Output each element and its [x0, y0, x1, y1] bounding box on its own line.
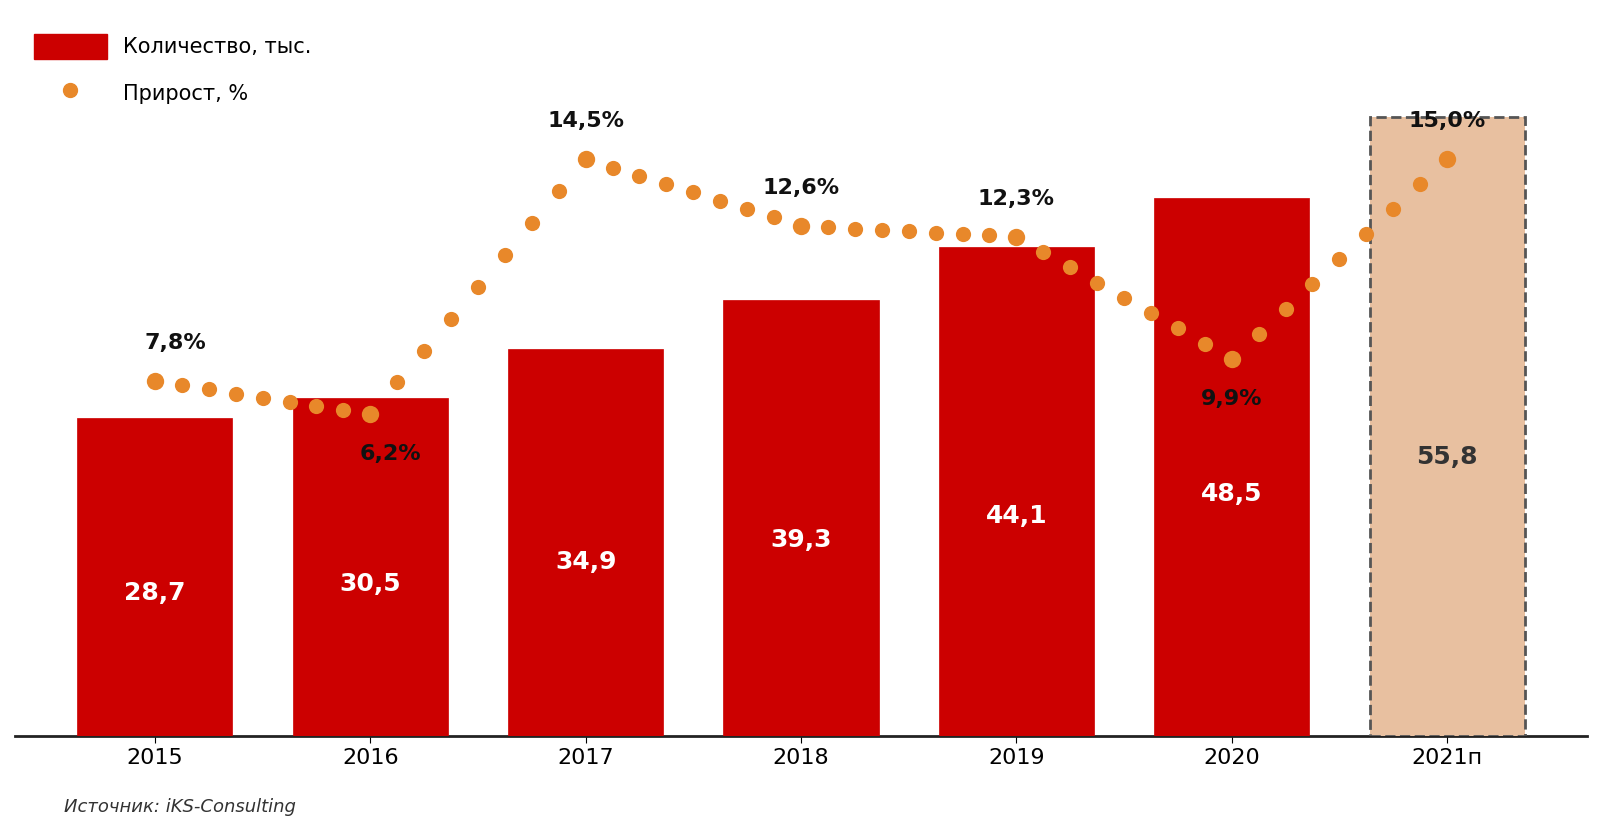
Bar: [1153, 198, 1309, 736]
Bar: [724, 300, 878, 736]
Text: 28,7: 28,7: [125, 581, 186, 605]
Point: [708, 194, 734, 208]
Text: 7,8%: 7,8%: [144, 334, 207, 353]
Point: [1003, 230, 1028, 243]
Point: [170, 378, 195, 391]
Point: [1030, 246, 1056, 259]
Point: [815, 221, 841, 234]
Point: [546, 185, 572, 198]
Point: [465, 280, 490, 293]
Text: 12,3%: 12,3%: [977, 190, 1054, 209]
Point: [412, 344, 437, 357]
Point: [1381, 203, 1407, 216]
Point: [1112, 291, 1137, 304]
Point: [519, 217, 545, 230]
Point: [384, 376, 410, 389]
Point: [599, 161, 625, 174]
Point: [277, 396, 303, 409]
Point: [250, 391, 276, 405]
Text: 39,3: 39,3: [771, 528, 831, 552]
Point: [143, 374, 168, 387]
Legend: Количество, тыс., Прирост, %: Количество, тыс., Прирост, %: [26, 26, 320, 114]
Point: [330, 404, 356, 417]
Text: 55,8: 55,8: [1416, 446, 1477, 470]
Point: [357, 408, 383, 421]
Point: [1326, 252, 1352, 265]
Point: [1219, 353, 1245, 366]
Text: 6,2%: 6,2%: [359, 444, 421, 464]
Bar: [293, 398, 449, 736]
Point: [1085, 276, 1110, 289]
Point: [492, 248, 517, 261]
Bar: [939, 247, 1094, 736]
Text: 9,9%: 9,9%: [1202, 389, 1262, 409]
Text: Источник: iKS-Consulting: Источник: iKS-Consulting: [64, 798, 296, 816]
Point: [896, 225, 921, 238]
Text: 14,5%: 14,5%: [548, 111, 625, 132]
Text: 44,1: 44,1: [985, 503, 1048, 528]
Text: 15,0%: 15,0%: [1408, 111, 1485, 132]
Bar: [508, 349, 663, 736]
Point: [574, 152, 599, 166]
Text: 12,6%: 12,6%: [763, 178, 839, 198]
Text: 48,5: 48,5: [1202, 482, 1262, 506]
Point: [1003, 230, 1028, 243]
Point: [195, 383, 221, 396]
Point: [626, 169, 652, 182]
Point: [788, 219, 814, 232]
Point: [304, 400, 330, 413]
Text: 30,5: 30,5: [340, 572, 400, 596]
Point: [977, 229, 1003, 242]
Point: [1219, 353, 1245, 366]
Point: [843, 222, 868, 235]
Point: [681, 186, 706, 199]
Bar: [1370, 117, 1525, 736]
Point: [1057, 260, 1083, 274]
Point: [923, 226, 948, 239]
Point: [1434, 152, 1459, 166]
Point: [761, 211, 787, 224]
Bar: [77, 418, 232, 736]
Point: [574, 152, 599, 166]
Point: [357, 408, 383, 421]
Point: [357, 408, 383, 421]
Point: [950, 227, 976, 241]
Point: [788, 219, 814, 232]
Point: [143, 374, 168, 387]
Point: [1165, 321, 1190, 335]
Point: [868, 223, 894, 236]
Point: [654, 177, 679, 190]
Point: [1246, 327, 1272, 340]
Text: 34,9: 34,9: [554, 550, 617, 574]
Point: [1219, 353, 1245, 366]
Point: [1434, 152, 1459, 166]
Point: [1272, 302, 1298, 316]
Point: [1192, 337, 1218, 350]
Point: [1407, 177, 1432, 190]
Point: [788, 219, 814, 232]
Point: [1299, 278, 1325, 291]
Point: [1354, 227, 1379, 241]
Point: [1137, 307, 1163, 320]
Point: [734, 203, 759, 216]
Point: [1003, 230, 1028, 243]
Point: [574, 152, 599, 166]
Point: [223, 387, 248, 400]
Point: [439, 312, 465, 325]
